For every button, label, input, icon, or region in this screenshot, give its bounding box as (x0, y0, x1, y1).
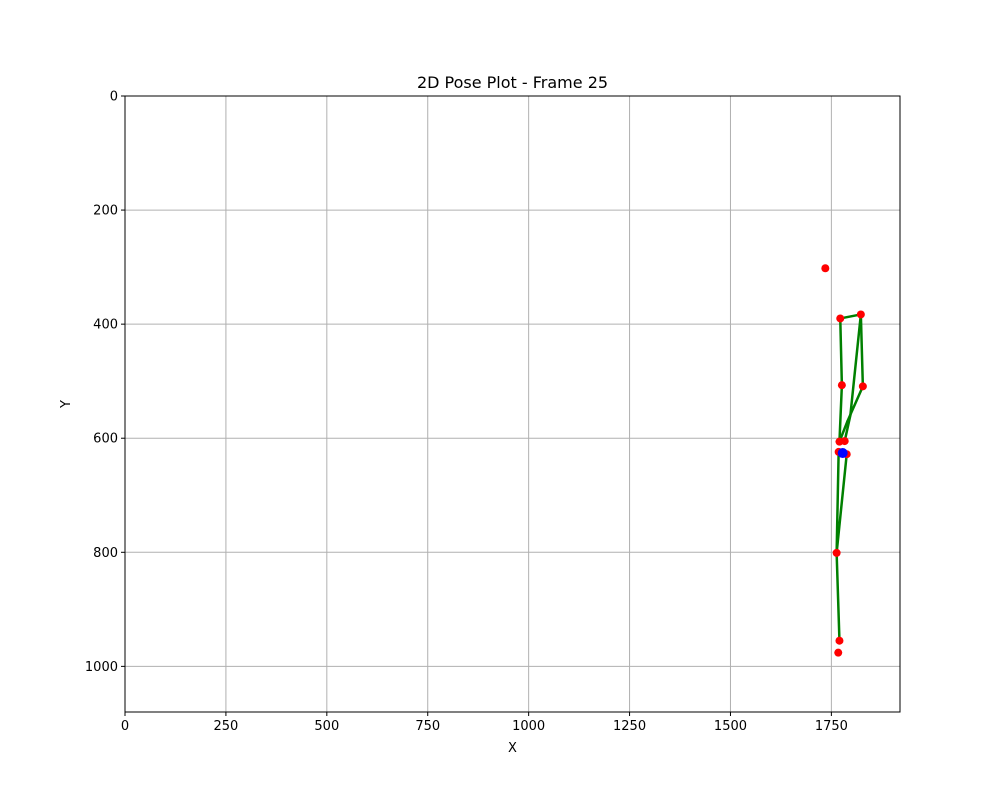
x-tick-label: 750 (415, 719, 440, 734)
y-tick-label: 400 (93, 318, 118, 333)
y-tick-label: 200 (93, 204, 118, 219)
y-tick-label: 1000 (85, 660, 118, 675)
skeleton-line (849, 313, 863, 417)
skeleton-line (835, 450, 840, 555)
x-tick-label: 250 (213, 719, 238, 734)
keypoint-marker (840, 437, 849, 446)
skeleton-lines (835, 313, 865, 642)
keypoint-marker (858, 382, 867, 391)
skeleton-line (839, 317, 844, 387)
x-tick-label: 0 (121, 719, 129, 734)
skeleton-line (843, 414, 852, 443)
skeleton-line (835, 551, 841, 642)
keypoint-marker (836, 314, 845, 323)
y-axis: 0 200 400 600 800 1000 (85, 90, 125, 675)
skeleton-line (859, 313, 865, 388)
keypoint-marker (856, 310, 865, 319)
x-tick-label: 1250 (613, 719, 646, 734)
keypoint-marker (821, 264, 830, 273)
keypoint-marker (835, 636, 844, 645)
chart-title: 2D Pose Plot - Frame 25 (417, 73, 608, 92)
plot-frame (124, 95, 901, 713)
skeleton-line (838, 383, 844, 443)
x-tick-label: 1500 (714, 719, 747, 734)
skeleton-line (835, 452, 848, 555)
keypoint-marker (832, 548, 841, 557)
x-axis-title: X (508, 741, 517, 756)
center-point-marker (837, 448, 848, 459)
y-axis-title: Y (59, 400, 74, 409)
y-tick-label: 600 (93, 432, 118, 447)
x-tick-label: 1000 (512, 719, 545, 734)
keypoint-marker (834, 648, 843, 657)
y-tick-label: 800 (93, 546, 118, 561)
keypoints (821, 264, 867, 657)
grid (124, 95, 900, 712)
keypoint-marker (837, 381, 846, 390)
x-axis: 0 250 500 750 1000 1250 1500 1750 (121, 712, 848, 734)
x-tick-label: 500 (314, 719, 339, 734)
y-tick-label: 0 (110, 90, 118, 105)
x-tick-label: 1750 (815, 719, 848, 734)
